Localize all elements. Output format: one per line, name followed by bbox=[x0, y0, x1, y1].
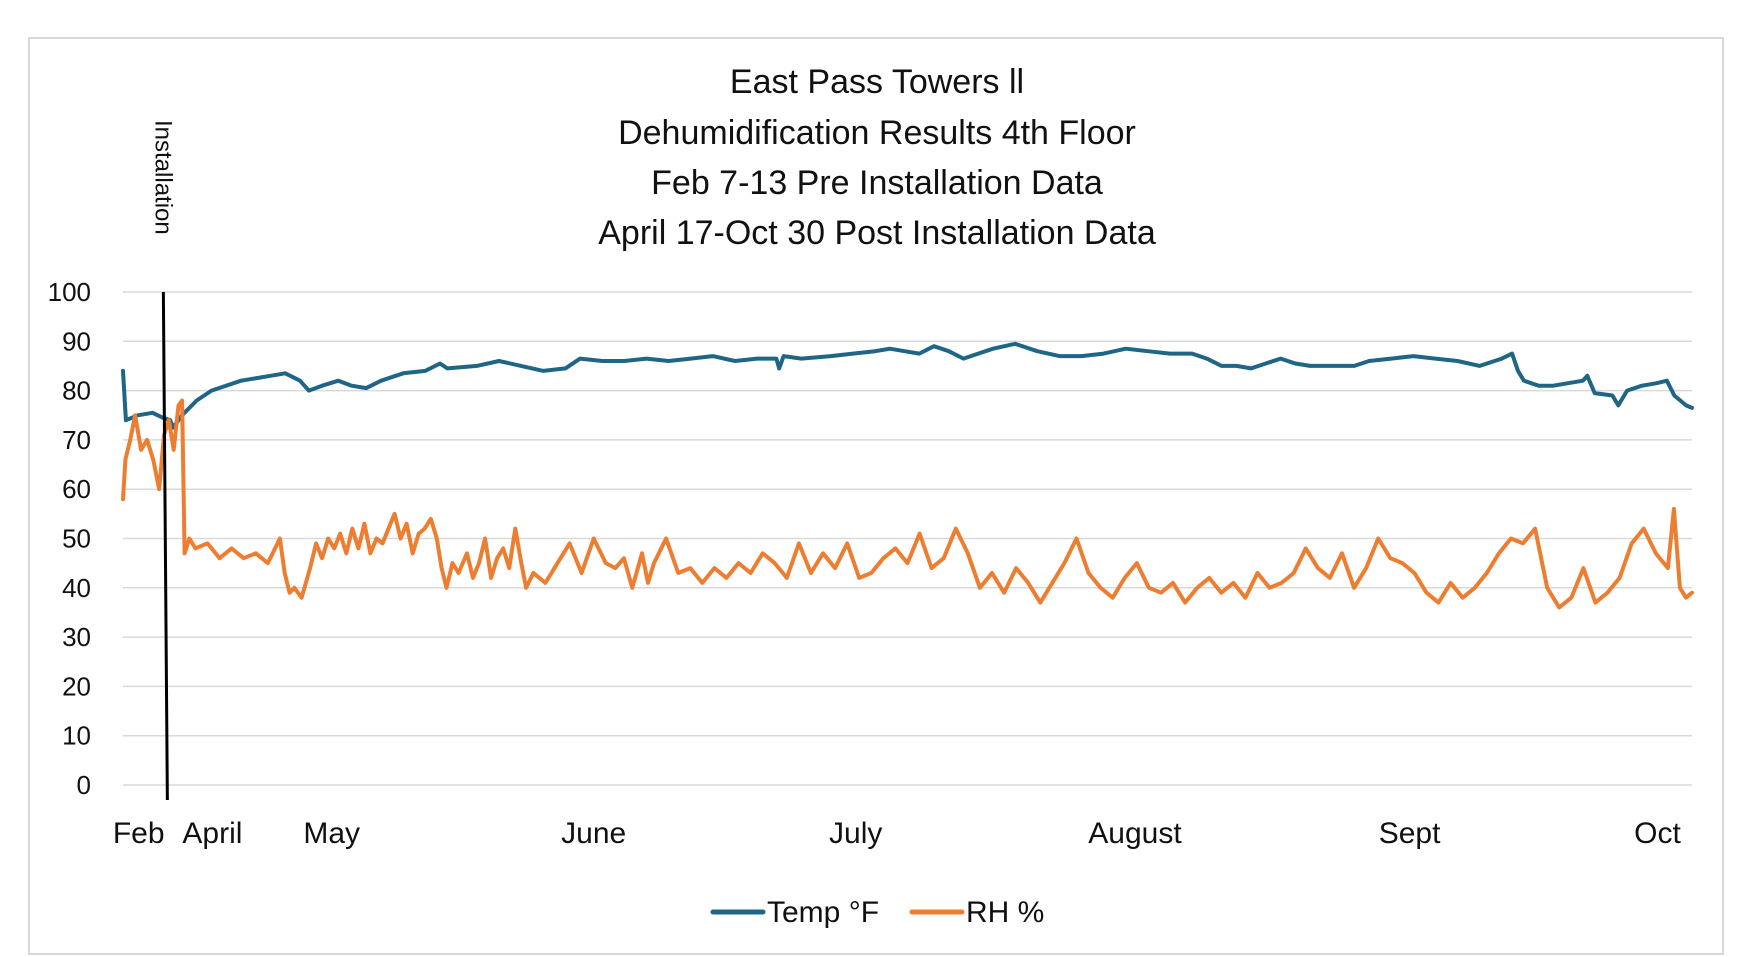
y-tick-label: 40 bbox=[62, 573, 91, 603]
installation-annotation: Installation bbox=[149, 120, 176, 801]
y-tick-label: 10 bbox=[62, 721, 91, 751]
rh-series-line bbox=[121, 398, 1694, 610]
y-tick-label: 20 bbox=[62, 671, 91, 701]
y-tick-label: 50 bbox=[62, 524, 91, 554]
legend: Temp °F RH % bbox=[710, 896, 1044, 929]
y-tick-label: 80 bbox=[62, 376, 91, 406]
y-tick-label: 100 bbox=[48, 277, 91, 307]
chart-title-line: East Pass Towers ll bbox=[730, 63, 1024, 101]
y-axis-ticks: 0 10 20 30 40 50 60 70 80 90 100 bbox=[48, 277, 91, 800]
chart-title-line: Dehumidification Results 4th Floor bbox=[618, 114, 1136, 152]
chart-frame bbox=[28, 37, 1724, 955]
temp-series-line bbox=[121, 341, 1694, 430]
y-tick-label: 30 bbox=[62, 622, 91, 652]
x-tick-label: Feb bbox=[113, 817, 165, 850]
x-tick-label: Oct bbox=[1634, 817, 1681, 850]
installation-marker-line bbox=[161, 291, 169, 801]
chart-title-line: April 17-Oct 30 Post Installation Data bbox=[598, 214, 1156, 252]
installation-label: Installation bbox=[149, 120, 176, 235]
x-tick-label: August bbox=[1088, 817, 1182, 850]
gridlines bbox=[123, 291, 1692, 786]
series-lines bbox=[121, 341, 1694, 610]
legend-rh-label: RH % bbox=[966, 896, 1044, 929]
chart-title-line: Feb 7-13 Pre Installation Data bbox=[651, 164, 1103, 202]
y-tick-label: 90 bbox=[62, 326, 91, 356]
chart-title: East Pass Towers ll Dehumidification Res… bbox=[598, 63, 1156, 252]
x-axis-labels: Feb April May June July August Sept Oct bbox=[113, 817, 1682, 850]
legend-temp-label: Temp °F bbox=[767, 896, 879, 929]
x-tick-label: July bbox=[829, 817, 882, 850]
x-tick-label: May bbox=[303, 817, 360, 850]
x-tick-label: April bbox=[182, 817, 242, 850]
y-tick-label: 0 bbox=[77, 770, 91, 800]
x-tick-label: June bbox=[561, 817, 626, 850]
y-tick-label: 60 bbox=[62, 474, 91, 504]
x-tick-label: Sept bbox=[1379, 817, 1441, 850]
y-tick-label: 70 bbox=[62, 425, 91, 455]
